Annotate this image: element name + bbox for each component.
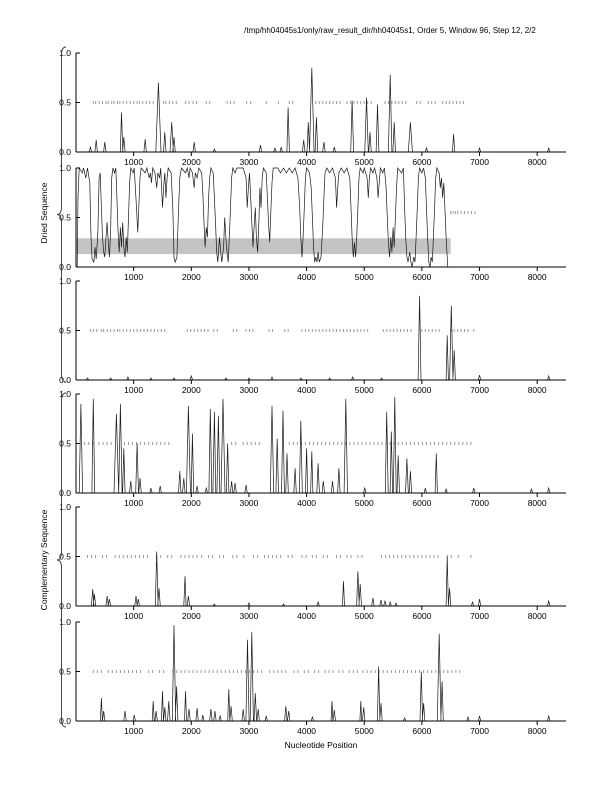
x-tick-label: 6000 — [412, 272, 431, 282]
x-tick-label: 5000 — [355, 498, 374, 508]
axes-dried-1 — [75, 52, 566, 156]
panel-dried-2: 0.0 0.5 1.0 1000 2000 3000 4000 5000 6000 7000 800… — [59, 163, 566, 282]
x-tick-label: 7000 — [470, 611, 489, 621]
x-tick-label: 6000 — [412, 726, 431, 736]
x-tick-label: 1000 — [124, 726, 143, 736]
x-tick-label: 4000 — [297, 498, 316, 508]
y-tick-label: 1.0 — [59, 617, 71, 627]
x-tick-label: 8000 — [528, 726, 547, 736]
x-tick-label: 2000 — [182, 726, 201, 736]
level-markers — [84, 442, 472, 445]
figure-title: /tmp/hh04045s1/only/raw_result_dir/hh040… — [244, 26, 536, 35]
x-tick-label: 8000 — [528, 385, 547, 395]
x-axis-title: Nucleotide Position — [284, 740, 358, 750]
x-tick-label: 2000 — [182, 272, 201, 282]
trace-dried-3 — [76, 295, 566, 381]
x-tick-label: 7000 — [470, 385, 489, 395]
x-tick-label: 3000 — [239, 498, 258, 508]
panel-dried-3: 0.0 0.5 1.0 1000 2000 3000 4000 5000 6000 7000 800… — [59, 276, 566, 395]
level-markers — [87, 555, 472, 558]
panel-complementary-2: 0.0 0.5 1.0 1000 2000 3000 4000 5000 6000 7000 800… — [59, 502, 566, 621]
y-tick-label: 0.0 — [59, 488, 71, 498]
y-tick-label: 1.0 — [59, 276, 71, 286]
x-tick-label: 5000 — [355, 272, 374, 282]
x-tick-label: 3000 — [239, 272, 258, 282]
complementary-sequence-brace — [56, 392, 67, 728]
x-tick-label: 1000 — [124, 272, 143, 282]
y-tick-label: 0.5 — [59, 326, 71, 336]
y-tick-label: 1.0 — [59, 389, 71, 399]
x-tick-label: 4000 — [297, 726, 316, 736]
level-markers — [92, 101, 464, 104]
y-tick-label: 0.0 — [59, 262, 71, 272]
x-tick-label: 3000 — [239, 385, 258, 395]
x-tick-label: 4000 — [297, 272, 316, 282]
x-tick-label: 7000 — [470, 157, 489, 167]
y-tick-label: 1.0 — [59, 48, 71, 58]
x-tick-label: 1000 — [124, 611, 143, 621]
axes-dried-3 — [75, 280, 566, 384]
level-markers — [450, 211, 476, 215]
x-tick-label: 6000 — [412, 385, 431, 395]
x-tick-label: 3000 — [239, 157, 258, 167]
x-tick-label: 3000 — [239, 611, 258, 621]
x-tick-label: 3000 — [239, 726, 258, 736]
trace-dried-2 — [76, 166, 449, 268]
x-tick-label: 2000 — [182, 611, 201, 621]
y-tick-label: 1.0 — [59, 163, 71, 173]
x-tick-label: 8000 — [528, 498, 547, 508]
x-tick-label: 7000 — [470, 272, 489, 282]
x-tick-label: 4000 — [297, 385, 316, 395]
x-tick-label: 5000 — [355, 385, 374, 395]
x-tick-label: 6000 — [412, 157, 431, 167]
x-tick-label: 7000 — [470, 726, 489, 736]
x-tick-label: 6000 — [412, 611, 431, 621]
axes-complementary-1 — [75, 393, 566, 497]
trace-complementary-2 — [76, 551, 566, 607]
x-tick-label: 4000 — [297, 157, 316, 167]
x-tick-label: 8000 — [528, 272, 547, 282]
y-tick-label: 0.0 — [59, 147, 71, 157]
x-tick-label: 1000 — [124, 157, 143, 167]
y-tick-label: 0.0 — [59, 716, 71, 726]
x-tick-label: 2000 — [182, 157, 201, 167]
trace-dried-1 — [76, 67, 566, 153]
dried-sequence-brace — [56, 46, 67, 383]
axes-complementary-3 — [75, 621, 566, 725]
x-tick-label: 1000 — [124, 498, 143, 508]
y-tick-label: 0.0 — [59, 375, 71, 385]
trace-complementary-3 — [76, 624, 566, 722]
panel-complementary-1: 0.0 0.5 1.0 1000 2000 3000 4000 5000 6000 7000 800… — [59, 389, 566, 508]
x-tick-label: 5000 — [355, 726, 374, 736]
x-tick-label: 2000 — [182, 385, 201, 395]
panel-complementary-3: 0.0 0.5 1.0 1000 2000 3000 4000 5000 6000 7000 800… — [59, 617, 566, 736]
x-tick-label: 5000 — [355, 611, 374, 621]
y-tick-label: 0.5 — [59, 667, 71, 677]
y-tick-label: 0.5 — [59, 98, 71, 108]
y-tick-label: 0.5 — [59, 439, 71, 449]
axes-complementary-2 — [75, 506, 566, 610]
x-tick-label: 4000 — [297, 611, 316, 621]
panel-dried-1: 0.0 0.5 1.0 1000 2000 3000 4000 5000 6000 7000 800… — [59, 48, 566, 167]
x-tick-label: 6000 — [412, 498, 431, 508]
level-markers — [89, 329, 475, 332]
y-tick-label: 0.0 — [59, 601, 71, 611]
y-tick-label: 0.5 — [59, 552, 71, 562]
threshold-band — [76, 238, 451, 255]
x-tick-label: 2000 — [182, 498, 201, 508]
y-tick-label: 0.5 — [59, 213, 71, 223]
x-tick-label: 8000 — [528, 157, 547, 167]
trace-complementary-1 — [76, 396, 566, 494]
x-tick-label: 7000 — [470, 498, 489, 508]
level-markers — [92, 670, 461, 673]
x-tick-label: 5000 — [355, 157, 374, 167]
y-tick-label: 1.0 — [59, 502, 71, 512]
x-tick-label: 1000 — [124, 385, 143, 395]
x-tick-label: 8000 — [528, 611, 547, 621]
axes-dried-2 — [75, 167, 566, 271]
